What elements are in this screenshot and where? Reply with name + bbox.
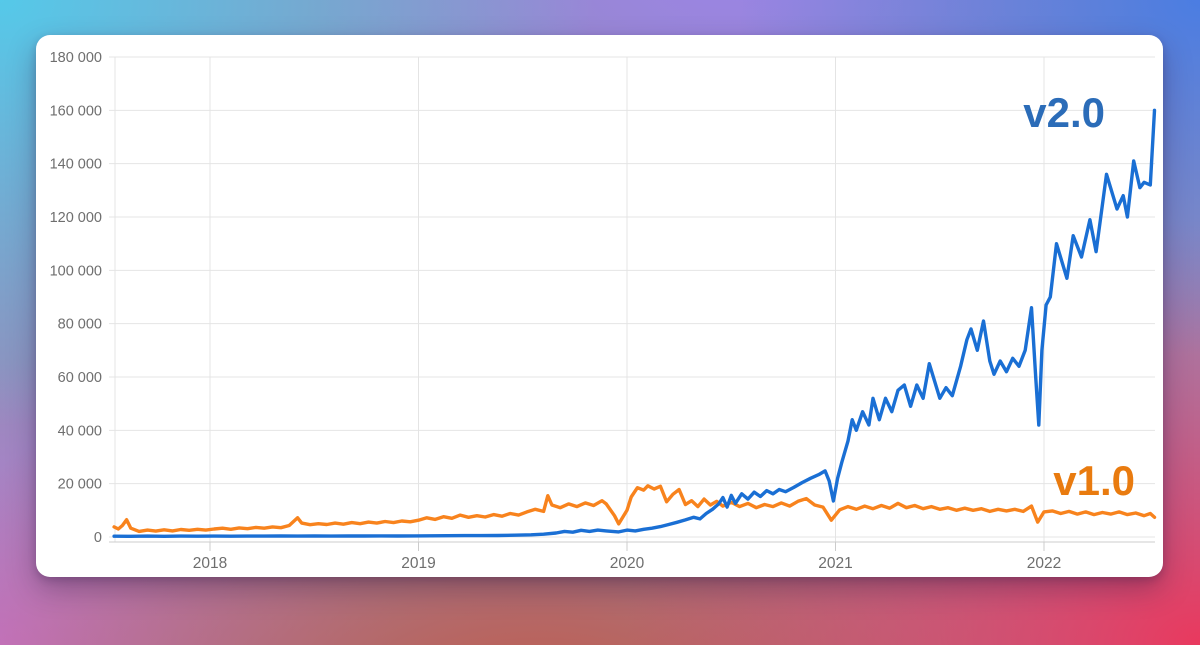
series-line-v2.0 xyxy=(112,108,1157,538)
series-label-v1.0: v1.0 xyxy=(1053,457,1135,504)
y-tick-label: 120 000 xyxy=(50,210,102,226)
x-tick-label: 2019 xyxy=(401,555,435,572)
y-tick-label: 60 000 xyxy=(58,370,102,386)
y-tick-label: 140 000 xyxy=(50,157,102,173)
series-label-v2.0: v2.0 xyxy=(1023,89,1105,136)
y-tick-label: 0 xyxy=(94,530,102,546)
y-tick-label: 160 000 xyxy=(50,103,102,119)
x-tick-label: 2021 xyxy=(818,555,852,572)
x-tick-label: 2018 xyxy=(193,555,227,572)
series-line-v1.0 xyxy=(112,484,1157,534)
x-tick-label: 2022 xyxy=(1027,555,1061,572)
line-chart: 0 20 000 40 000 60 000 80 000 100 000 120 000 1… xyxy=(50,50,1157,572)
x-tick-label: 2020 xyxy=(610,555,645,572)
y-tick-label: 100 000 xyxy=(50,263,102,279)
y-tick-label: 80 000 xyxy=(58,317,102,333)
y-tick-label: 20 000 xyxy=(58,477,102,493)
chart-card: 0 20 000 40 000 60 000 80 000 100 000 120 000 1… xyxy=(36,35,1163,577)
y-tick-label: 40 000 xyxy=(58,423,102,439)
y-tick-label: 180 000 xyxy=(50,50,102,66)
